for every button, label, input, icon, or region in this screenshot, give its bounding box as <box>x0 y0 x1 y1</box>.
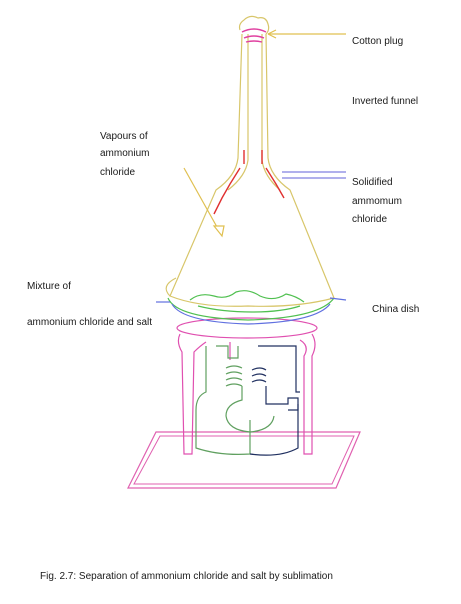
label-vapours-line1: Vapours of <box>100 131 148 142</box>
solidified-deposits <box>213 150 285 215</box>
label-mixture-line2: ammonium chloride and salt <box>27 317 153 328</box>
china-dish <box>156 290 335 325</box>
tripod-stand <box>176 317 318 455</box>
pointer-lines <box>183 29 347 301</box>
inverted-funnel <box>165 15 335 307</box>
label-solidified-line1: Solidified <box>352 177 393 188</box>
label-vapours-line2: ammonium <box>100 148 150 159</box>
base-board <box>127 431 361 489</box>
label-inverted-funnel: Inverted funnel <box>352 96 419 107</box>
label-china-dish: China dish <box>372 304 420 315</box>
label-vapours-line3: chloride <box>100 167 136 178</box>
label-solidified-line3: chloride <box>352 214 388 225</box>
figure-caption: Fig. 2.7: Separation of ammonium chlorid… <box>40 571 333 582</box>
label-cotton-plug: Cotton plug <box>352 36 404 47</box>
cotton-plug <box>241 28 267 43</box>
label-mixture-line1: Mixture of <box>27 281 71 292</box>
burner <box>195 345 300 456</box>
label-solidified-line2: ammomum <box>352 196 403 207</box>
